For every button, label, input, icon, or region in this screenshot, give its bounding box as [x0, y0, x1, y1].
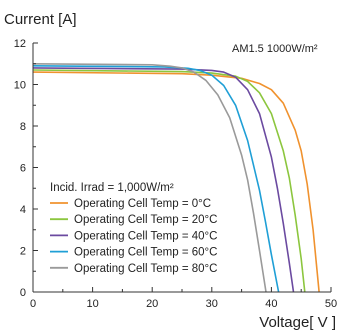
- x-ticks-group: 0 10 20 30 40 50: [30, 287, 337, 310]
- legend-entry: Operating Cell Temp = 80°C: [74, 263, 217, 275]
- y-tick-label: 6: [20, 163, 26, 175]
- series-line-2: [32, 69, 306, 293]
- y-ticks-group: 0 2 4 6 8 10 12: [14, 38, 38, 299]
- legend-entry: Operating Cell Temp = 0°C: [74, 198, 211, 210]
- y-tick-label: 2: [20, 246, 26, 258]
- x-tick-label: 20: [146, 298, 158, 310]
- legend-entry: Operating Cell Temp = 60°C: [74, 247, 217, 259]
- y-tick-label: 8: [20, 121, 26, 133]
- y-tick-label: 0: [20, 287, 26, 299]
- condition-label: AM1.5 1000W/m²: [232, 43, 318, 55]
- legend-entry: Operating Cell Temp = 40°C: [74, 230, 217, 242]
- y-axis-title: Current [A]: [4, 11, 77, 28]
- curves-group: [32, 63, 320, 293]
- x-axis-title: Voltage[ V ]: [259, 314, 336, 331]
- legend-title: Incid. Irrad = 1,000W/m²: [50, 182, 174, 194]
- y-tick-label: 10: [14, 80, 26, 92]
- y-tick-label: 12: [14, 38, 26, 50]
- series-line-3: [32, 67, 295, 293]
- series-line-5: [32, 63, 267, 293]
- x-tick-label: 40: [265, 298, 277, 310]
- legend: Operating Cell Temp = 0°C Operating Cell …: [50, 198, 217, 275]
- x-tick-label: 50: [325, 298, 337, 310]
- y-tick-label: 4: [20, 204, 26, 216]
- x-tick-label: 10: [86, 298, 98, 310]
- legend-entry: Operating Cell Temp = 20°C: [74, 214, 217, 226]
- x-tick-label: 0: [30, 298, 36, 310]
- x-tick-label: 30: [206, 298, 218, 310]
